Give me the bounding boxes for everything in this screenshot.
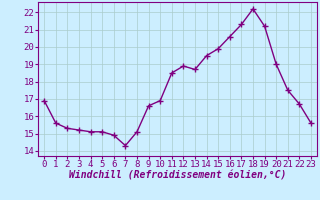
X-axis label: Windchill (Refroidissement éolien,°C): Windchill (Refroidissement éolien,°C)	[69, 171, 286, 181]
